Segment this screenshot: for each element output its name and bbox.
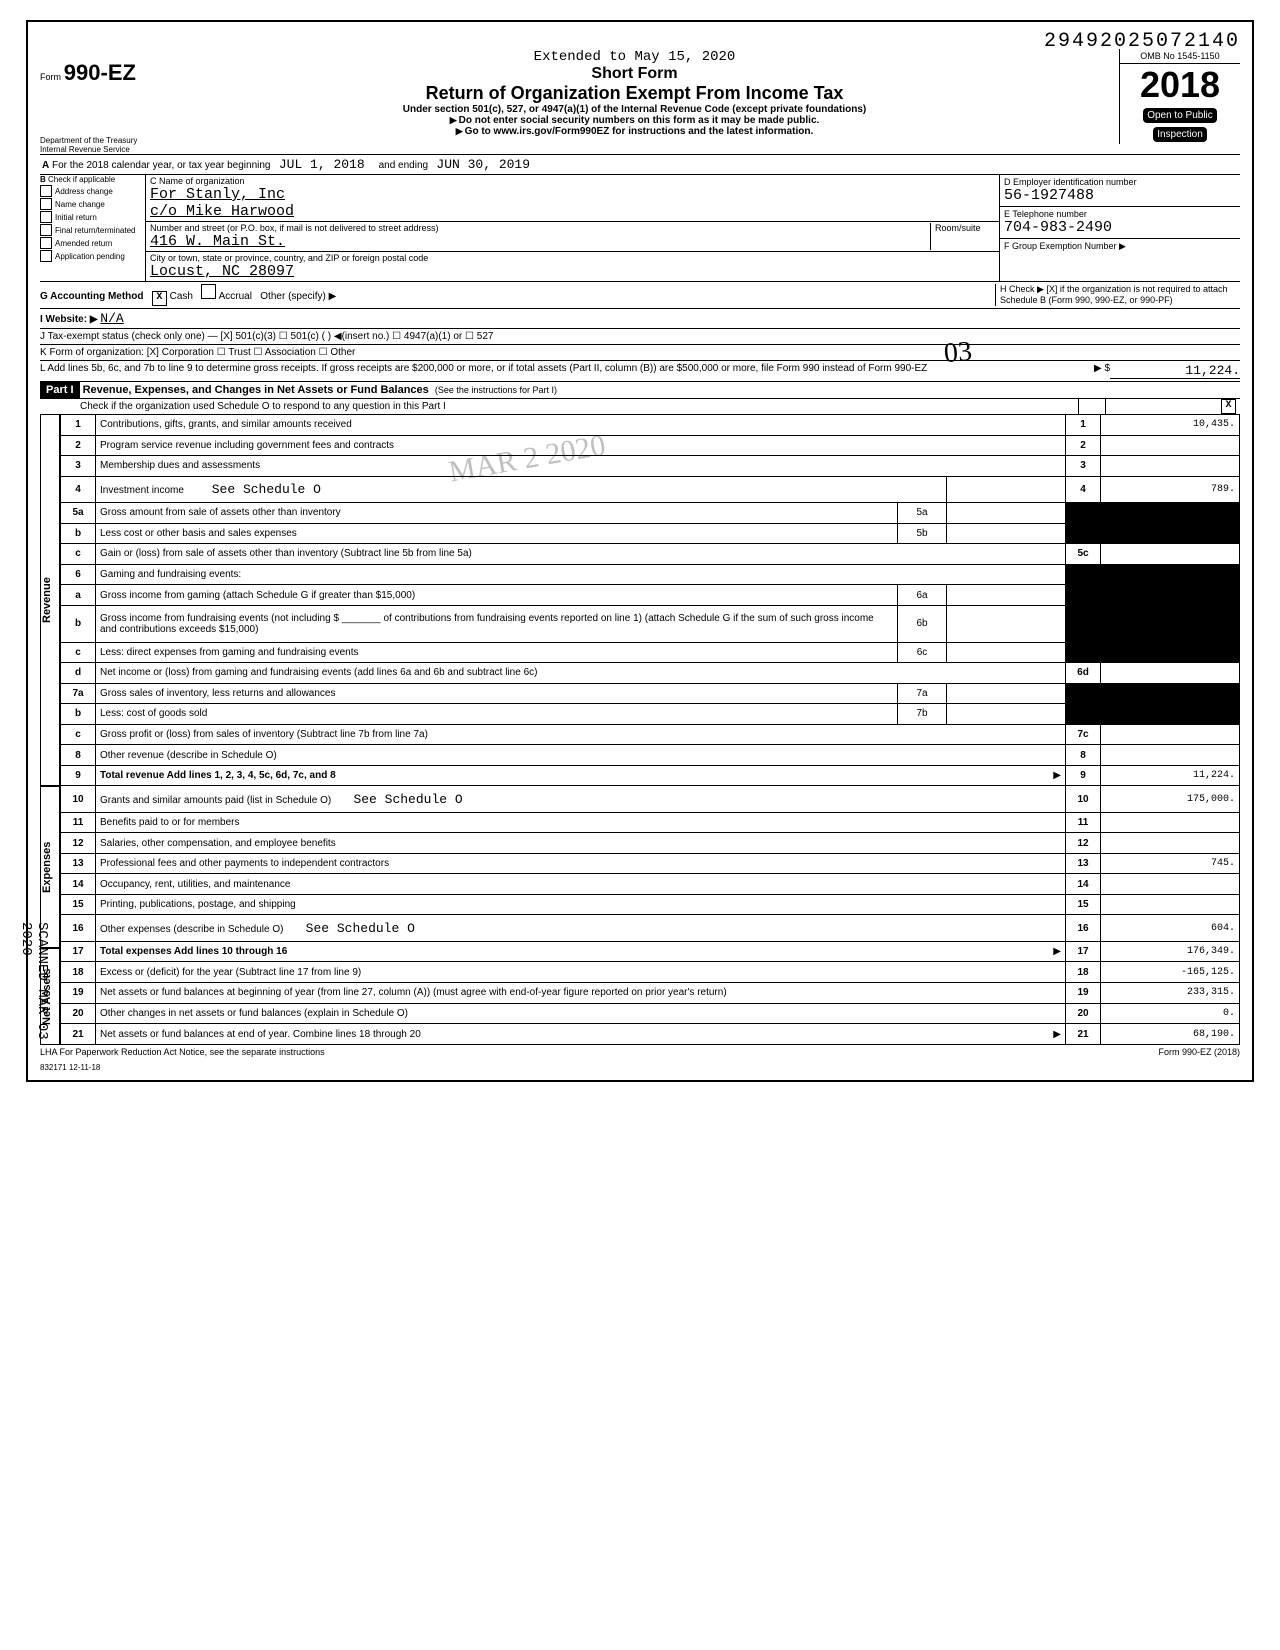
- short-form-label: Short Form: [150, 65, 1119, 83]
- room-suite-label: Room/suite: [930, 223, 995, 250]
- under-section: Under section 501(c), 527, or 4947(a)(1)…: [150, 104, 1119, 115]
- org-street: 416 W. Main St.: [150, 233, 285, 250]
- l-arrow: ▶ $: [1060, 363, 1110, 379]
- main-title: Return of Organization Exempt From Incom…: [150, 83, 1119, 104]
- extended-to: Extended to May 15, 2020: [150, 49, 1119, 65]
- check-o-row: Check if the organization used Schedule …: [40, 398, 1240, 414]
- no-ssn-note: Do not enter social security numbers on …: [150, 115, 1119, 126]
- line-a-mid: and ending: [379, 160, 429, 171]
- right-id-column: D Employer identification number 56-1927…: [999, 175, 1240, 281]
- line-a-label: For the 2018 calendar year, or tax year …: [52, 160, 270, 171]
- phone-value: 704-983-2490: [1004, 219, 1112, 236]
- name-address-block: C Name of organization For Stanly, Inc c…: [145, 175, 999, 281]
- g-label: G Accounting Method: [40, 291, 144, 302]
- website-value: N/A: [100, 311, 123, 326]
- checkbox-schedule-o[interactable]: X: [1221, 399, 1236, 414]
- tax-year: 2018: [1120, 64, 1240, 106]
- street-label: Number and street (or P.O. box, if mail …: [150, 223, 438, 233]
- lha-notice: LHA For Paperwork Reduction Act Notice, …: [40, 1047, 325, 1057]
- ein-value: 56-1927488: [1004, 187, 1094, 204]
- period-end: JUN 30, 2019: [436, 157, 530, 172]
- footer-code: 832171 12-11-18: [40, 1063, 1240, 1072]
- org-care-of: c/o Mike Harwood: [150, 203, 294, 220]
- department-label: Department of the Treasury Internal Reve…: [40, 136, 150, 154]
- form-footer: Form 990-EZ (2018): [1158, 1047, 1240, 1057]
- right-header-box: OMB No 1545-1150 2018 Open to Public Ins…: [1119, 49, 1240, 144]
- h-schedule-b: H Check ▶ [X] if the organization is not…: [995, 284, 1240, 306]
- inspection-badge: Inspection: [1153, 127, 1207, 142]
- org-name-label: C Name of organization: [150, 176, 245, 186]
- checkbox-final-return[interactable]: [40, 224, 52, 236]
- scanned-stamp: SCANNED MAR 03 2020: [18, 922, 50, 1080]
- checkbox-accrual[interactable]: [201, 284, 216, 299]
- checkbox-cash[interactable]: X: [152, 291, 167, 306]
- check-o-text: Check if the organization used Schedule …: [40, 399, 1078, 414]
- open-public-badge: Open to Public: [1143, 108, 1217, 123]
- check-if-label: Check if applicable: [48, 175, 115, 184]
- handwritten-03: 03: [943, 336, 974, 370]
- checkbox-initial-return[interactable]: [40, 211, 52, 223]
- row-j: J Tax-exempt status (check only one) — […: [40, 328, 1240, 344]
- line-a-row: A For the 2018 calendar year, or tax yea…: [40, 154, 1240, 175]
- part1-title: Revenue, Expenses, and Changes in Net As…: [83, 384, 429, 396]
- group-exemption-label: F Group Exemption Number ▶: [1004, 241, 1126, 251]
- org-city: Locust, NC 28097: [150, 263, 294, 280]
- omb-number: OMB No 1545-1150: [1120, 49, 1240, 64]
- phone-label: E Telephone number: [1004, 209, 1087, 219]
- form-page: 29492025072140 Form 990-EZ Department of…: [26, 20, 1254, 1082]
- goto-note: Go to www.irs.gov/Form990EZ for instruct…: [150, 126, 1119, 137]
- section-b: B Check if applicable Address change Nam…: [40, 175, 1240, 281]
- part1-header-row: Part I Revenue, Expenses, and Changes in…: [40, 381, 1240, 398]
- form-number-box: Form 990-EZ Department of the Treasury I…: [40, 49, 150, 154]
- check-if-block: B Check if applicable Address change Nam…: [40, 175, 145, 281]
- checkbox-name-change[interactable]: [40, 198, 52, 210]
- checkbox-app-pending[interactable]: [40, 250, 52, 262]
- ein-label: D Employer identification number: [1004, 177, 1137, 187]
- form-number: 990-EZ: [64, 60, 136, 85]
- form-header: Form 990-EZ Department of the Treasury I…: [40, 49, 1240, 154]
- period-begin: JUL 1, 2018: [279, 157, 365, 172]
- city-label: City or town, state or province, country…: [150, 253, 428, 263]
- side-revenue: Revenue: [40, 414, 60, 786]
- part1-badge: Part I: [40, 382, 80, 398]
- title-block: Extended to May 15, 2020 Short Form Retu…: [150, 49, 1119, 137]
- row-i: I Website: ▶ N/A: [40, 308, 1240, 328]
- footer-row: LHA For Paperwork Reduction Act Notice, …: [40, 1045, 1240, 1057]
- ledger-table: 1Contributions, gifts, grants, and simil…: [60, 414, 1240, 1045]
- row-l: L Add lines 5b, 6c, and 7b to line 9 to …: [40, 360, 1240, 381]
- checkbox-amended[interactable]: [40, 237, 52, 249]
- part1-see: (See the instructions for Part I): [435, 385, 557, 395]
- org-name: For Stanly, Inc: [150, 186, 285, 203]
- checkbox-address-change[interactable]: [40, 185, 52, 197]
- l-text: L Add lines 5b, 6c, and 7b to line 9 to …: [40, 363, 1060, 379]
- i-label: I Website: ▶: [40, 314, 98, 325]
- row-k: K Form of organization: [X] Corporation …: [40, 344, 1240, 360]
- row-g-h: G Accounting Method X Cash Accrual Other…: [40, 281, 1240, 308]
- l-amount: 11,224.: [1110, 363, 1240, 379]
- ledger-wrapper: Revenue Expenses Net Assets 1Contributio…: [40, 414, 1240, 1045]
